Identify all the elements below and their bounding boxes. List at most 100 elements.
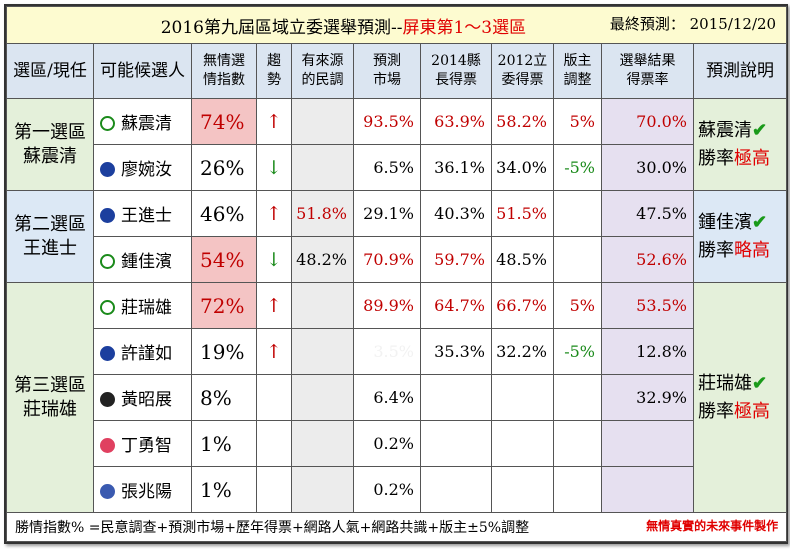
value-cell: 6.5%	[353, 144, 421, 191]
candidate-name: 許謹如	[121, 344, 172, 364]
formula: 勝情指數% =民意調查+預測市場+歷年得票+網路人氣+網路共識+版主±5%調整	[15, 520, 530, 536]
value-cell: 63.9%	[420, 98, 492, 145]
forecast-winner: 鍾佳濱	[698, 211, 752, 233]
value-cell: ↑	[256, 190, 292, 237]
footer-cell: 勝情指數% =民意調查+預測市場+歷年得票+網路人氣+網路共識+版主±5%調整 無…	[5, 512, 788, 542]
value-cell: 72%	[191, 282, 257, 329]
value-cell: 32.2%	[491, 328, 554, 375]
column-header: 選區/現任	[6, 43, 94, 99]
column-header: 趨 勢	[256, 43, 292, 99]
candidate-name: 黃昭展	[121, 390, 172, 410]
value-cell: 19%	[191, 328, 257, 375]
value-cell	[291, 466, 354, 513]
value-cell: -5%	[553, 328, 602, 375]
value-cell: ↓	[256, 144, 292, 191]
incumbent: 蘇震清	[23, 145, 77, 167]
value-cell: 32.9%	[601, 374, 694, 421]
value-cell: 48.2%	[291, 236, 354, 283]
candidate-cell: 丁勇智	[93, 420, 192, 467]
forecast-winner: 莊瑞雄	[698, 372, 752, 394]
district-cell: 第二選區 王進士	[6, 190, 94, 283]
forecast-level: 極高	[734, 147, 770, 169]
value-cell	[256, 466, 292, 513]
final-label: 最終預測：	[609, 14, 685, 33]
district-name: 第二選區	[14, 213, 86, 235]
party-icon	[100, 438, 115, 453]
value-cell	[491, 420, 554, 467]
forecast-level-line: 勝率極高	[698, 398, 786, 426]
value-cell	[553, 466, 602, 513]
candidate-cell: 廖婉汝	[93, 144, 192, 191]
value-cell	[553, 236, 602, 283]
value-cell: 12.8%	[601, 328, 694, 375]
final-forecast: 最終預測： 2015/12/20	[610, 13, 776, 34]
value-cell: 51.5%	[491, 190, 554, 237]
value-cell	[420, 420, 492, 467]
title: 2016第九屆區域立委選舉預測--	[160, 17, 403, 38]
candidate-name: 蘇震清	[121, 114, 172, 134]
column-header: 預測說明	[692, 43, 788, 99]
candidate-cell: 鍾佳濱	[93, 236, 192, 283]
candidate-name: 王進士	[121, 206, 172, 226]
candidate-row: 黃昭展 8% 6.4% 32.9%	[7, 374, 787, 421]
value-cell: 54%	[191, 236, 257, 283]
value-cell	[420, 466, 492, 513]
column-header: 版主 調整	[553, 43, 602, 99]
party-icon	[100, 208, 115, 223]
column-header: 預測 市場	[353, 43, 421, 99]
header-row: 選區/現任 可能候選人 無情選 情指數趨 勢有來源 的民調 預測 市場 2014縣 長得…	[6, 43, 788, 99]
value-cell: 5%	[553, 282, 602, 329]
candidate-row: 第三選區 莊瑞雄 莊瑞雄 72% ↑ 89.9% 64.7% 66.7% 5% 53.5% 莊瑞雄✔…	[6, 282, 788, 513]
value-cell: 66.7%	[491, 282, 554, 329]
credit: 無情真實的未來事件製作	[646, 519, 779, 533]
value-cell: ↑	[256, 98, 292, 145]
party-icon	[100, 254, 115, 269]
party-icon	[100, 162, 115, 177]
value-cell: 70.0%	[601, 98, 694, 145]
value-cell: 36.1%	[420, 144, 492, 191]
value-cell	[256, 420, 292, 467]
check-mark: ✔	[752, 119, 768, 141]
table-body: 第一選區 蘇震清 蘇震清 74% ↑ 93.5% 63.9% 58.2% 5% 70.0% 蘇震清✔…	[6, 98, 788, 513]
forecast-winner: 蘇震清	[698, 119, 752, 141]
candidate-name: 莊瑞雄	[121, 298, 172, 318]
value-cell: 30.0%	[601, 144, 694, 191]
incumbent: 莊瑞雄	[23, 398, 77, 420]
value-cell: ↓	[256, 236, 292, 283]
candidate-row: 第二選區 王進士 王進士 46% ↑ 51.8% 29.1% 40.3% 51.5% 47.5% 鍾…	[6, 190, 788, 283]
candidate-row: 丁勇智 1% 0.2%	[7, 420, 787, 467]
value-cell	[291, 374, 354, 421]
value-cell	[601, 466, 694, 513]
value-cell: 51.8%	[291, 190, 354, 237]
candidate-name: 丁勇智	[121, 436, 172, 456]
value-cell: ↑	[256, 282, 292, 329]
column-header: 無情選 情指數	[191, 43, 257, 99]
title-highlight: 屏東第1～3選區	[402, 17, 527, 38]
column-header: 可能候選人	[93, 43, 192, 99]
candidate-cell: 許謹如	[93, 328, 192, 375]
value-cell: 5%	[553, 98, 602, 145]
value-cell: 46%	[191, 190, 257, 237]
forecast-level: 略高	[734, 239, 770, 261]
candidate-row: 鍾佳濱 54% ↓ 48.2% 70.9% 59.7% 48.5% 52.6%	[7, 236, 787, 283]
column-header: 有來源 的民調	[291, 43, 354, 99]
value-cell	[553, 374, 602, 421]
value-cell: 53.5%	[601, 282, 694, 329]
value-cell: 1%	[191, 420, 257, 467]
forecast-winner-line: 蘇震清✔	[698, 117, 786, 145]
value-cell: 26%	[191, 144, 257, 191]
value-cell	[491, 466, 554, 513]
check-mark: ✔	[752, 372, 768, 394]
column-header: 2012立 委得票	[491, 43, 554, 99]
title-cell: 2016第九屆區域立委選舉預測--屏東第1～3選區 最終預測： 2015/12/…	[5, 6, 788, 44]
value-cell: 35.3%	[420, 328, 492, 375]
forecast-level-line: 勝率極高	[698, 145, 786, 173]
value-cell	[291, 98, 354, 145]
incumbent: 王進士	[23, 237, 77, 259]
candidate-row: 許謹如 19% ↑ 3.5% 35.3% 32.2% -5% 12.8%	[7, 328, 787, 375]
district-cell: 第一選區 蘇震清	[6, 98, 94, 191]
value-cell: 58.2%	[491, 98, 554, 145]
forecast-winner-line: 鍾佳濱✔	[698, 209, 786, 237]
party-icon	[100, 116, 115, 131]
